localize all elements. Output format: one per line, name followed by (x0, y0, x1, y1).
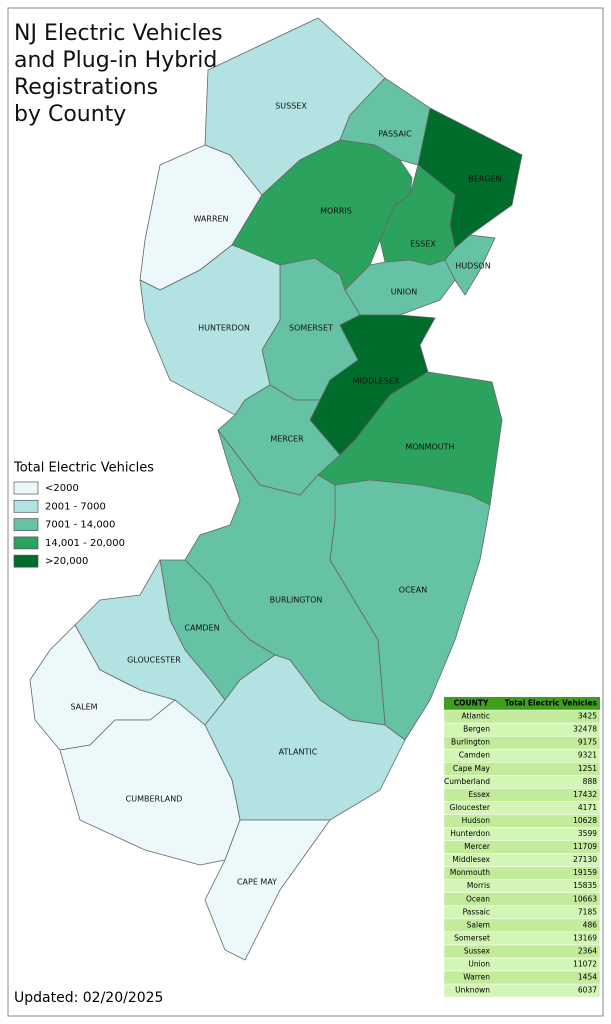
county-label: HUNTERDON (198, 324, 250, 333)
table-cell: 3425 (578, 712, 597, 721)
table-cell: 32478 (573, 725, 597, 734)
county-label: MORRIS (320, 207, 352, 216)
table-cell: Monmouth (450, 868, 490, 877)
table-cell: Cape May (453, 764, 491, 773)
table-cell: 2364 (578, 946, 597, 955)
county (59, 699, 241, 866)
legend-swatch (13, 499, 39, 513)
table-cell: 15835 (573, 881, 597, 890)
county-label: WARREN (193, 215, 228, 224)
data-table: COUNTY Total Electric Vehicles Atlantic 342… (443, 697, 601, 998)
legend-swatch (13, 518, 39, 531)
table-cell: Burlington (451, 738, 490, 747)
table-cell: Hudson (462, 816, 491, 825)
title-line: Registrations (14, 75, 158, 100)
table-cell: Essex (469, 790, 491, 799)
county-label: CAMDEN (184, 624, 219, 633)
table-cell: 10663 (573, 894, 597, 903)
table-cell: Ocean (466, 894, 490, 903)
table-cell: 9175 (578, 738, 597, 747)
table-cell: 6037 (578, 986, 597, 995)
table-header: COUNTY (454, 699, 489, 708)
county-label: ATLANTIC (279, 748, 318, 757)
county-label: SUSSEX (275, 102, 307, 111)
county-label: BURLINGTON (270, 596, 323, 605)
county-label: UNION (391, 288, 417, 297)
table-cell: 11709 (573, 842, 597, 851)
table-cell: 19159 (573, 868, 597, 877)
legend-label: 2001 - 7000 (45, 501, 106, 512)
table-cell: Passaic (463, 907, 490, 916)
legend-swatch (13, 554, 39, 568)
table-cell: 10628 (573, 816, 597, 825)
table-cell: Union (468, 960, 490, 969)
county-label: MONMOUTH (405, 443, 454, 452)
county-label: SOMERSET (289, 324, 333, 333)
table-cell: Morris (467, 881, 490, 890)
legend-label: 14,001 - 20,000 (45, 538, 125, 549)
county-label: MERCER (270, 435, 304, 444)
table-cell: 11072 (573, 960, 597, 969)
table-cell: Unknown (455, 986, 490, 995)
table-cell: 13169 (573, 933, 597, 942)
county (139, 244, 281, 416)
title-line: by County (14, 102, 126, 127)
legend-swatch (13, 536, 39, 550)
county-label: OCEAN (399, 586, 427, 595)
table-cell: Mercer (464, 842, 491, 851)
table-cell: 486 (583, 920, 598, 929)
county-label: SALEM (70, 703, 97, 712)
legend: Total Electric Vehicles <2000 2001 - 7000 7… (13, 461, 154, 568)
county-label: BERGEN (468, 175, 501, 184)
table-cell: Sussex (464, 946, 491, 955)
table-cell: 1454 (578, 973, 597, 982)
table-cell: 17432 (573, 790, 597, 799)
county-label: CUMBERLAND (126, 795, 183, 804)
table-cell: Hunterdon (450, 829, 490, 838)
table-cell: 7185 (578, 907, 597, 916)
table-cell: 888 (583, 777, 598, 786)
legend-swatch (13, 481, 39, 495)
title-line: NJ Electric Vehicles (14, 21, 223, 46)
table-cell: Cumberland (444, 777, 490, 786)
legend-label: 7001 - 14,000 (45, 520, 115, 531)
table-cell: Gloucester (449, 803, 490, 812)
county-label: MIDDLESEX (353, 377, 400, 386)
updated-date: Updated: 02/20/2025 (14, 990, 163, 1006)
table-cell: Middlesex (452, 855, 490, 864)
table-cell: 27130 (573, 855, 597, 864)
county-labels: SUSSEX WARREN PASSAIC BERGEN MORRIS ESSEX HUDS… (70, 102, 501, 887)
table-cell: Bergen (463, 725, 490, 734)
table-cell: Camden (459, 751, 491, 760)
table-cell: 3599 (578, 829, 597, 838)
legend-label: >20,000 (45, 556, 88, 567)
table-cell: 4171 (578, 803, 597, 812)
title-line: and Plug-in Hybrid (14, 48, 217, 73)
county-map (29, 17, 523, 961)
legend-label: <2000 (45, 483, 79, 494)
county-label: PASSAIC (378, 130, 412, 139)
legend-title: Total Electric Vehicles (13, 461, 154, 476)
table-cell: Salem (467, 920, 490, 929)
table-cell: 1251 (578, 764, 597, 773)
county (204, 819, 331, 961)
table-header: Total Electric Vehicles (505, 699, 598, 708)
county-label: CAPE MAY (237, 878, 277, 887)
table-header-bg (444, 697, 600, 711)
table-row-bg (443, 983, 601, 998)
table-cell: 9321 (578, 751, 597, 760)
table-cell: Warren (463, 973, 490, 982)
table-cell: Atlantic (461, 712, 490, 721)
table-cell: Somerset (454, 933, 490, 942)
county-label: HUDSON (455, 262, 490, 271)
county-label: ESSEX (410, 240, 436, 249)
county-label: GLOUCESTER (127, 656, 181, 665)
